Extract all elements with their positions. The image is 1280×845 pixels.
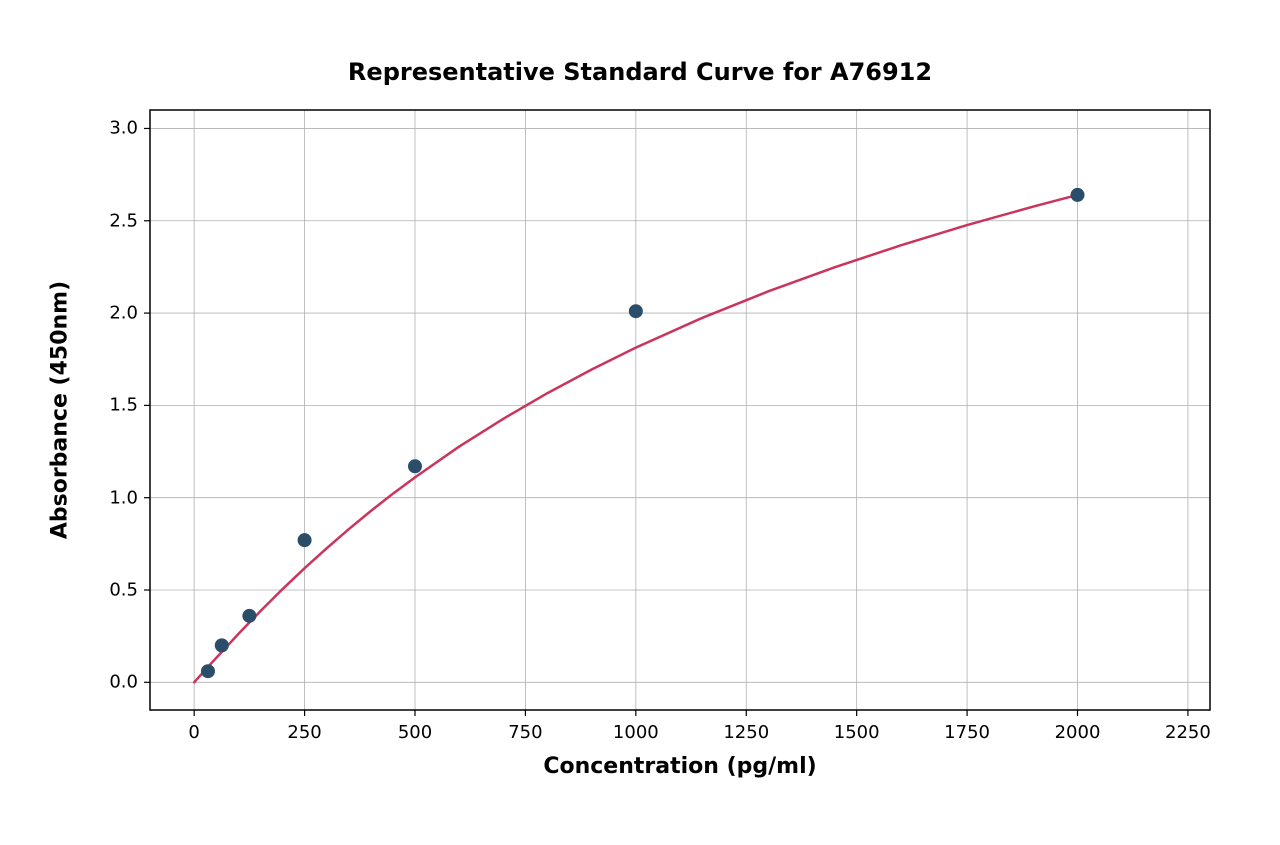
x-tick-label: 250 — [287, 722, 321, 743]
x-tick-label: 500 — [398, 722, 432, 743]
data-point — [1071, 188, 1085, 202]
data-point — [298, 533, 312, 547]
y-tick-label: 1.0 — [109, 487, 138, 508]
chart-figure: Representative Standard Curve for A76912… — [0, 0, 1280, 845]
data-point — [408, 459, 422, 473]
x-tick-label: 0 — [188, 722, 199, 743]
x-tick-label: 750 — [508, 722, 542, 743]
data-point — [629, 304, 643, 318]
data-point — [215, 638, 229, 652]
data-point — [201, 664, 215, 678]
x-tick-label: 1750 — [944, 722, 990, 743]
y-tick-label: 3.0 — [109, 118, 138, 139]
x-tick-label: 1000 — [613, 722, 659, 743]
x-tick-label: 2000 — [1055, 722, 1101, 743]
y-tick-label: 0.5 — [109, 580, 138, 601]
y-tick-label: 0.0 — [109, 672, 138, 693]
data-point — [242, 609, 256, 623]
x-tick-label: 2250 — [1165, 722, 1211, 743]
chart-title: Representative Standard Curve for A76912 — [348, 58, 932, 86]
plot-svg — [150, 110, 1210, 710]
y-tick-label: 2.0 — [109, 303, 138, 324]
plot-area — [150, 110, 1210, 710]
x-axis-label: Concentration (pg/ml) — [543, 754, 816, 779]
x-tick-label: 1500 — [834, 722, 880, 743]
y-tick-label: 2.5 — [109, 210, 138, 231]
y-tick-label: 1.5 — [109, 395, 138, 416]
y-axis-label: Absorbance (450nm) — [48, 281, 73, 539]
x-tick-label: 1250 — [723, 722, 769, 743]
